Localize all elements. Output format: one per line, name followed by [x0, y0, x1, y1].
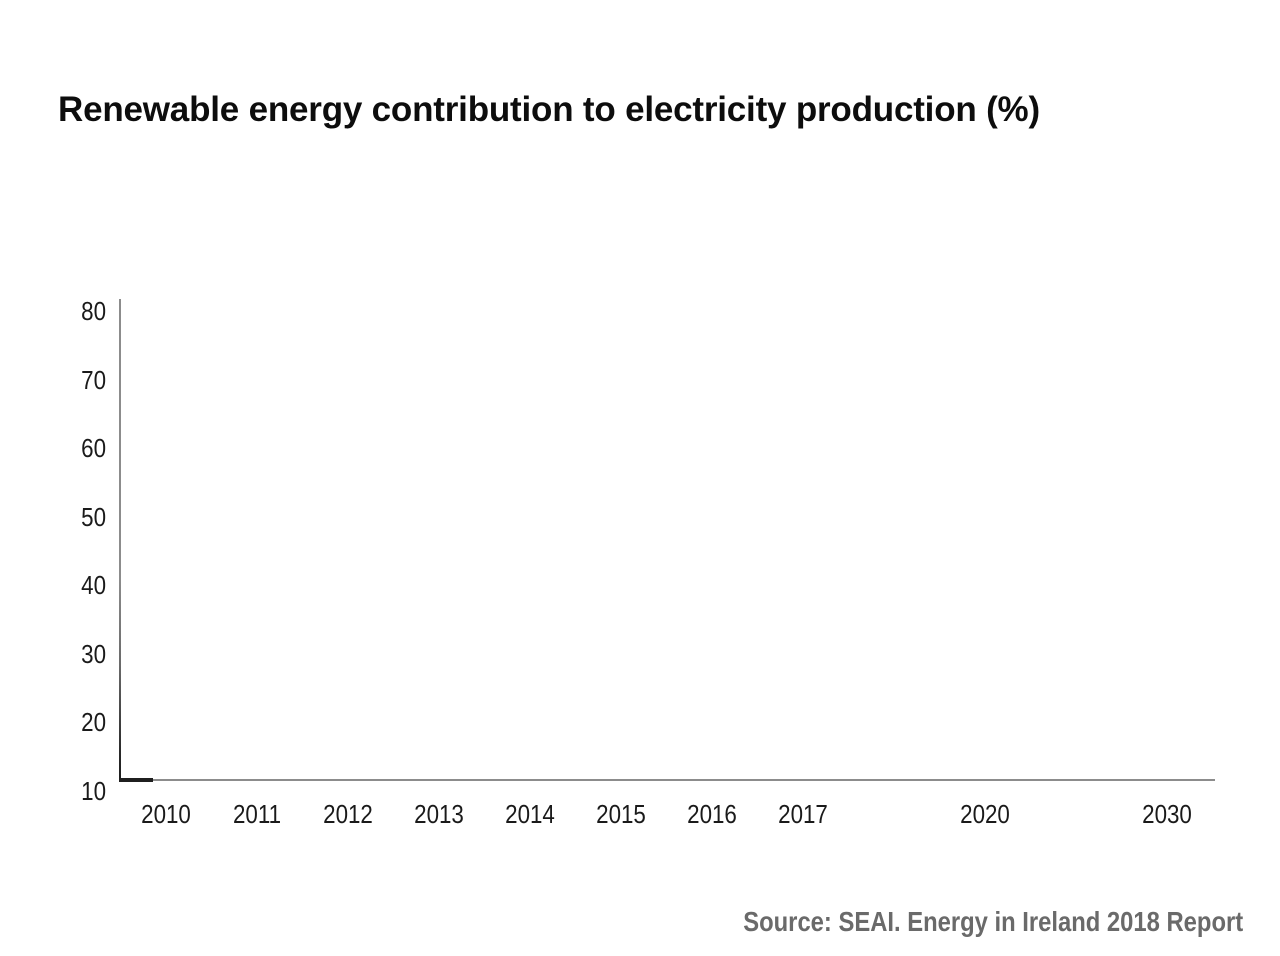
y-tick-label: 80 — [81, 296, 106, 326]
x-tick-label: 2015 — [595, 799, 646, 829]
chart-title: Renewable energy contribution to electri… — [58, 90, 1040, 129]
x-tick-label: 2013 — [413, 799, 464, 829]
y-tick-label: 30 — [81, 638, 106, 669]
y-tick-label: 60 — [81, 433, 106, 464]
x-tick-label: 2014 — [504, 799, 555, 829]
x-tick-label: 2011 — [232, 799, 281, 829]
y-axis-line — [119, 299, 121, 781]
x-tick-label: 2010 — [140, 799, 191, 829]
x-tick-label: 2012 — [322, 799, 373, 829]
x-tick-label: 2020 — [959, 799, 1010, 829]
x-tick-label: 2017 — [777, 799, 828, 829]
y-tick-label: 20 — [81, 707, 106, 738]
source-caption: Source: SEAI. Energy in Ireland 2018 Rep… — [743, 906, 1243, 937]
x-tick-label: 2016 — [686, 799, 737, 829]
axis-corner-segment — [119, 778, 153, 782]
x-axis-line — [119, 779, 1215, 781]
y-tick-label: 70 — [81, 364, 106, 395]
y-tick-label: 10 — [81, 775, 106, 806]
y-tick-label: 40 — [81, 570, 106, 601]
x-tick-label: 2030 — [1141, 799, 1192, 829]
y-tick-label: 50 — [81, 501, 106, 532]
